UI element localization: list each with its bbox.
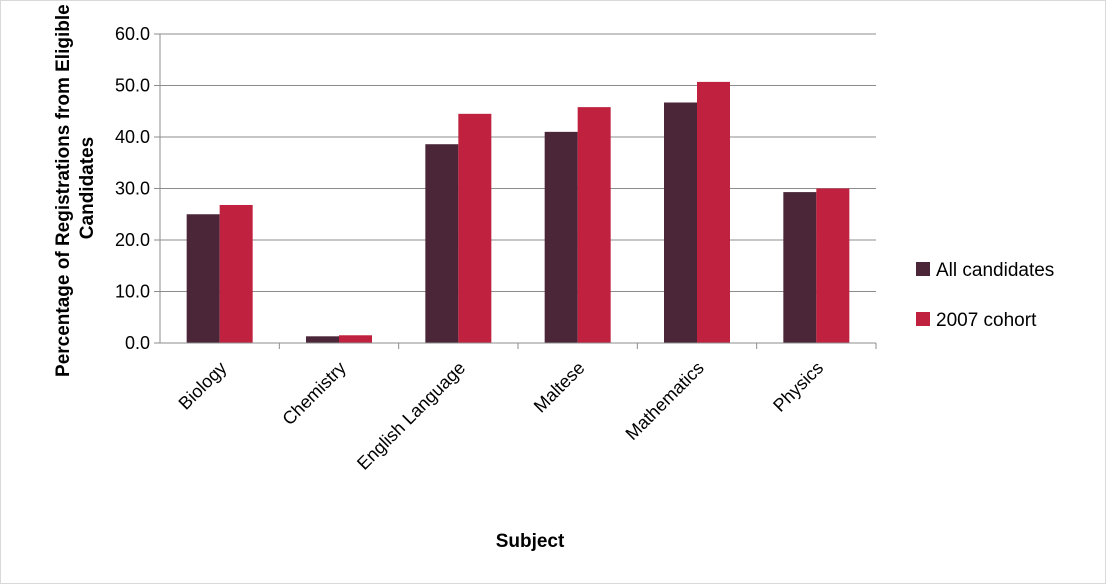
x-axis-categories: Biology Chemistry English Language Maltese M…	[175, 358, 828, 474]
y-axis-title-line-1: Percentage of Registrations from Eligibl…	[53, 4, 74, 377]
x-category-label: Maltese	[530, 358, 589, 417]
bar-all-candidates-biology	[186, 214, 220, 343]
bar-2007-cohort-maltese	[577, 107, 611, 343]
x-category-label: Chemistry	[278, 358, 349, 429]
bars	[186, 81, 850, 344]
bar-all-candidates-physics	[783, 192, 817, 343]
legend: All candidates 2007 cohort	[916, 260, 1054, 331]
bar-all-candidates-mathematics	[664, 102, 697, 344]
y-axis-title: Percentage of Registrations from Eligibl…	[53, 1, 98, 377]
bar-all-candidates-english-language	[425, 144, 459, 343]
legend-swatch	[916, 262, 930, 276]
bar-2007-cohort-english-language	[458, 113, 492, 343]
y-tick-label: 10.0	[115, 282, 150, 302]
bar-2007-cohort-mathematics	[697, 81, 730, 344]
y-tick-label: 50.0	[115, 76, 150, 96]
y-axis-title-line-2: Candidates	[77, 137, 98, 239]
bar-2007-cohort-physics	[816, 188, 850, 343]
x-category-label: English Language	[353, 358, 469, 474]
x-category-label: Biology	[175, 358, 231, 414]
y-tick-label: 40.0	[115, 127, 150, 147]
y-tick-label: 0.0	[125, 333, 150, 353]
legend-label: 2007 cohort	[936, 310, 1037, 331]
bar-all-candidates-maltese	[544, 131, 578, 343]
legend-swatch	[916, 312, 930, 326]
gridlines	[160, 33, 876, 292]
x-axis-title: Subject	[496, 531, 565, 552]
bar-2007-cohort-chemistry	[339, 335, 372, 343]
bar-2007-cohort-biology	[219, 204, 253, 343]
y-tick-label: 60.0	[115, 24, 150, 44]
y-axis-ticks: 0.0 10.0 20.0 30.0 40.0 50.0 60.0	[115, 24, 160, 353]
x-category-label: Physics	[769, 358, 827, 416]
y-tick-label: 30.0	[115, 179, 150, 199]
axes	[159, 34, 877, 349]
legend-label: All candidates	[936, 260, 1054, 281]
x-category-label: Mathematics	[622, 358, 708, 444]
bar-all-candidates-chemistry	[306, 336, 339, 343]
y-tick-label: 20.0	[115, 230, 150, 250]
